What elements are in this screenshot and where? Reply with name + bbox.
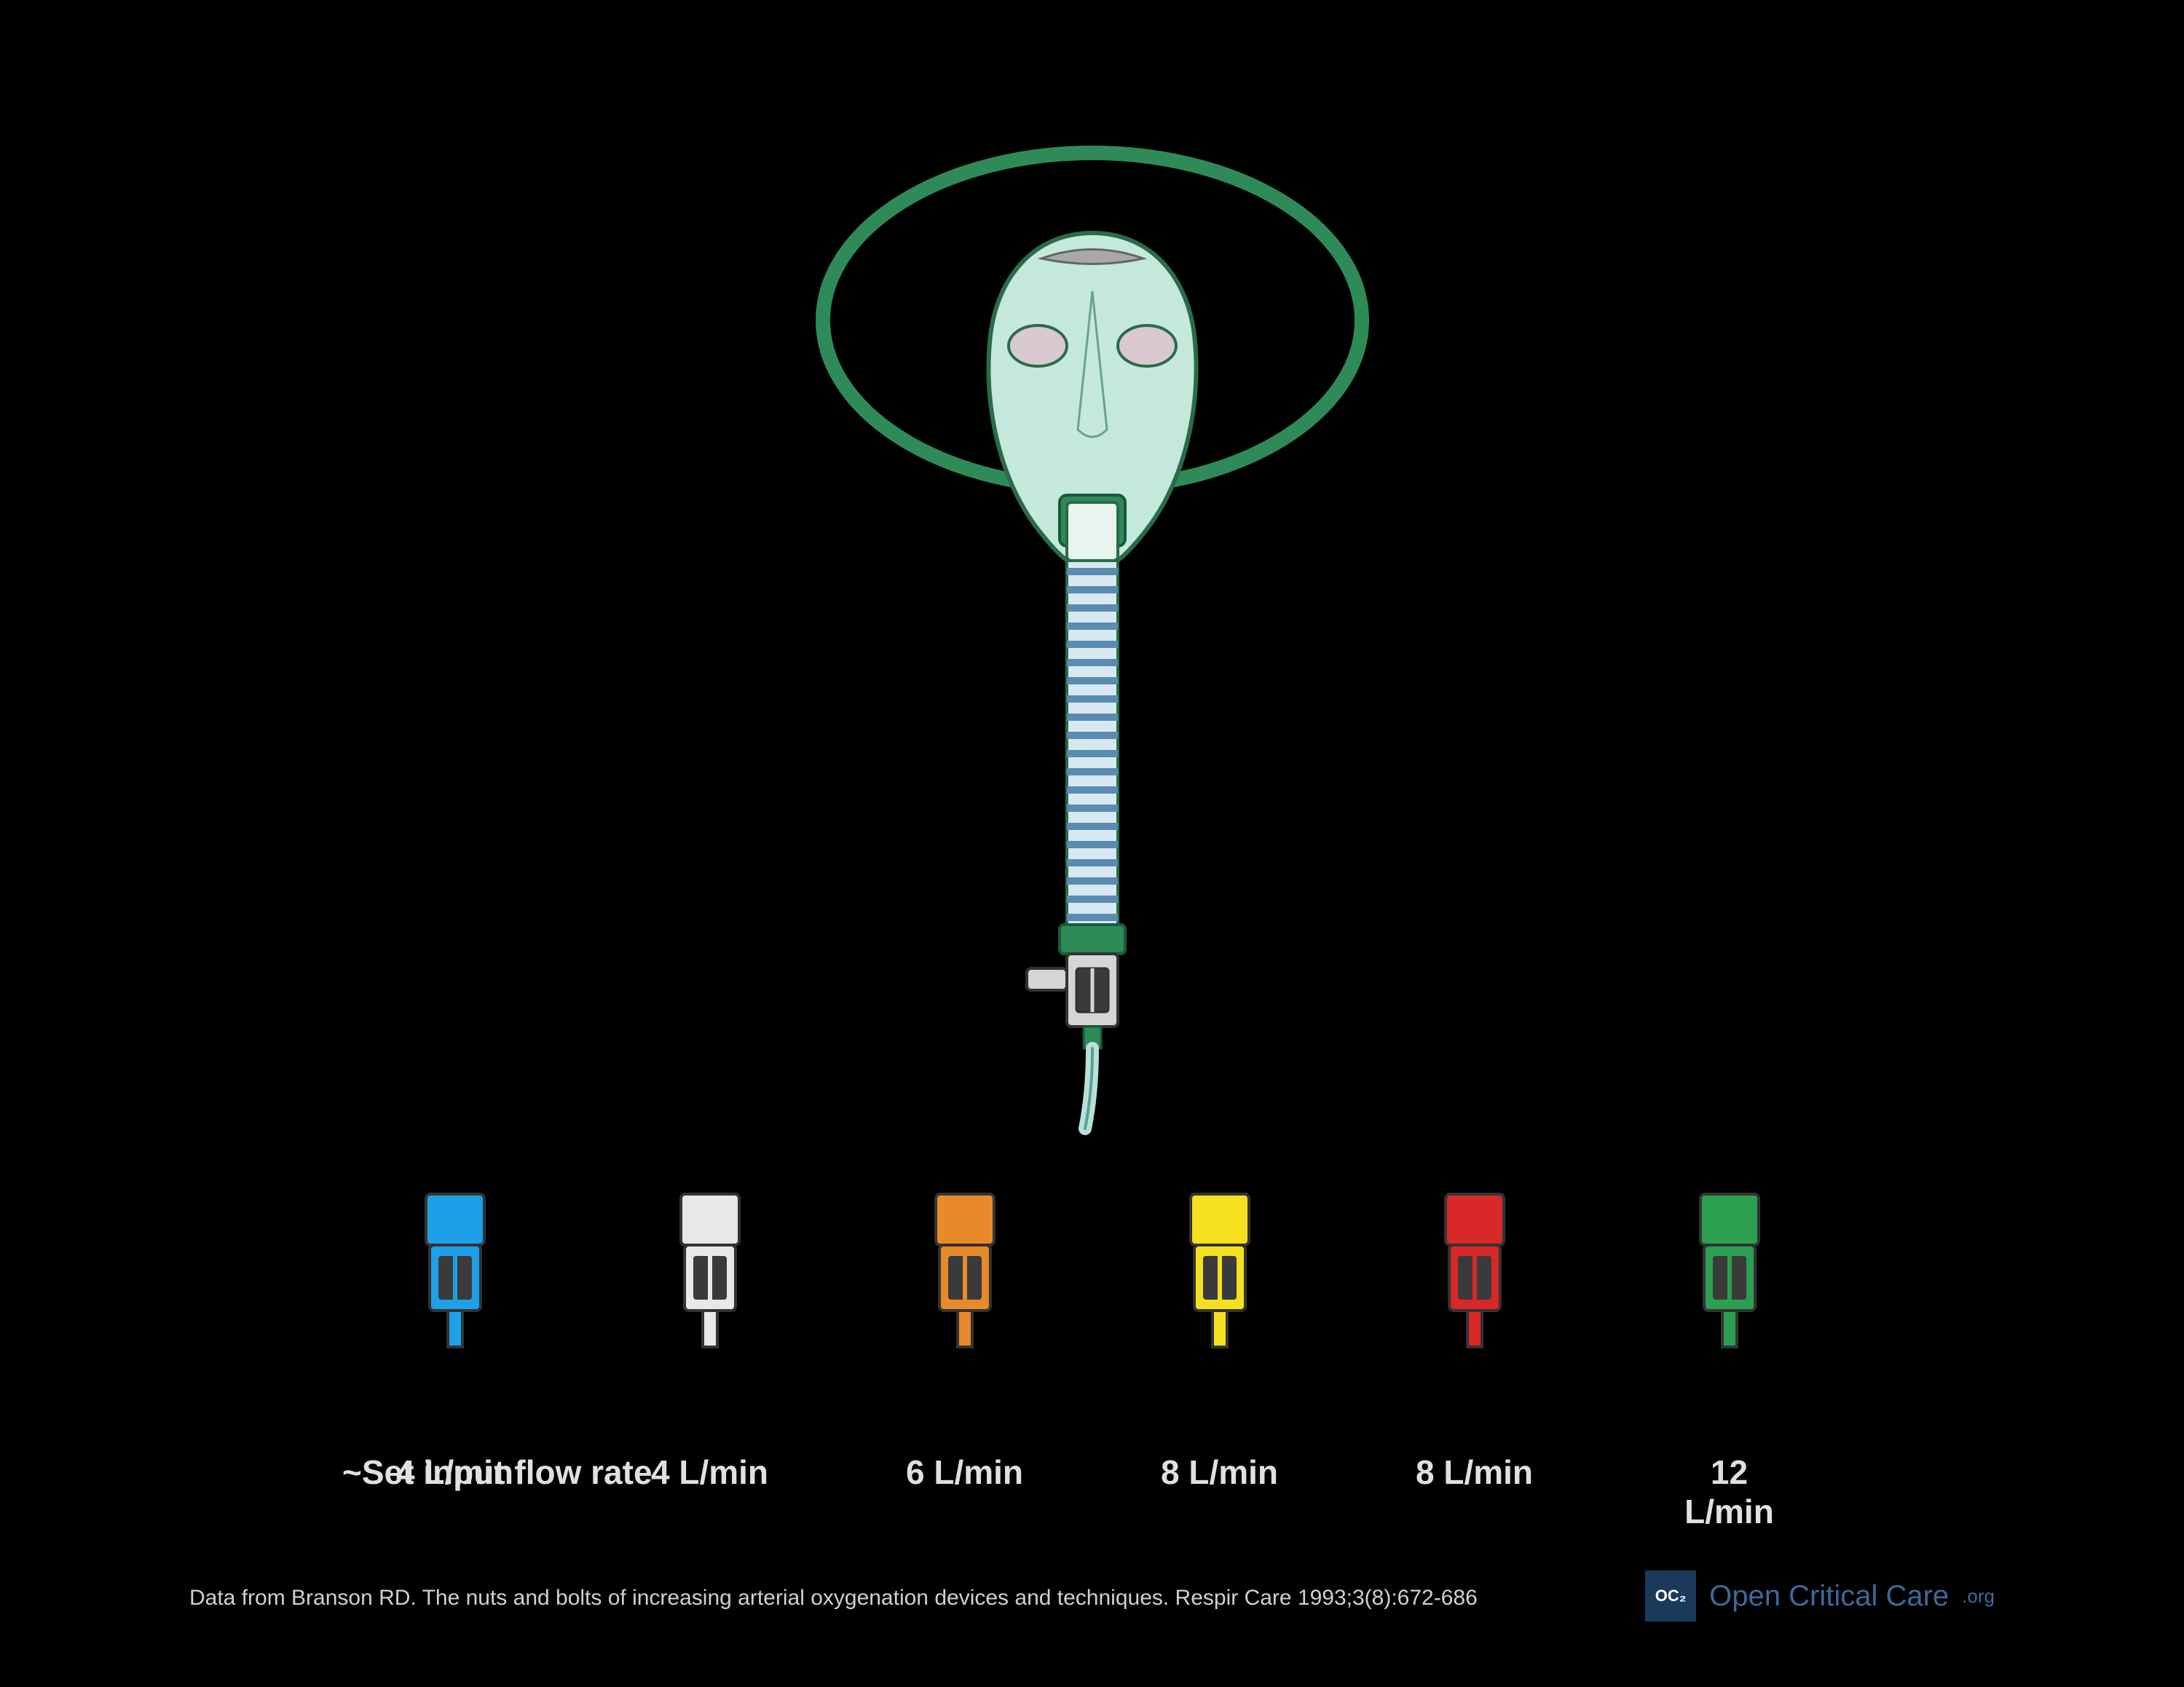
valve-orange xyxy=(903,1187,1027,1362)
logo-suffix: .org xyxy=(1962,1585,1995,1608)
valves-row xyxy=(0,1187,2184,1362)
citation-text: Data from Branson RD. The nuts and bolts… xyxy=(189,1586,1478,1611)
flow-value: 8 L/min xyxy=(1413,1453,1537,1531)
venturi-body xyxy=(1027,954,1118,1027)
vent-hole-left xyxy=(1009,325,1067,366)
flow-value: 4 L/min xyxy=(393,1453,517,1531)
logo-icon: OC₂ xyxy=(1645,1571,1696,1621)
flow-value: 6 L/min xyxy=(903,1453,1027,1531)
venturi-mask-diagram xyxy=(765,131,1420,1154)
flow-values-row: 4 L/min 4 L/min 6 L/min 8 L/min 8 L/min … xyxy=(0,1453,2184,1531)
valve-yellow xyxy=(1158,1187,1282,1362)
corrugated-tubing xyxy=(1067,561,1118,925)
venturi-collar xyxy=(1060,925,1125,954)
logo-block: OC₂ Open Critical Care .org xyxy=(1645,1571,1995,1621)
logo-name: Open Critical Care xyxy=(1709,1580,1949,1613)
mask-svg xyxy=(765,131,1420,1150)
valve-red xyxy=(1413,1187,1537,1362)
valve-blue xyxy=(393,1187,517,1362)
flow-value: 4 L/min xyxy=(648,1453,772,1531)
flow-value: 8 L/min xyxy=(1158,1453,1282,1531)
mask-connector xyxy=(1067,502,1118,561)
vent-hole-right xyxy=(1118,325,1176,366)
flow-value: 12 L/min xyxy=(1668,1453,1791,1531)
mask-body xyxy=(988,233,1196,572)
valve-white xyxy=(648,1187,772,1362)
valve-green xyxy=(1668,1187,1791,1362)
side-port xyxy=(1027,968,1067,990)
